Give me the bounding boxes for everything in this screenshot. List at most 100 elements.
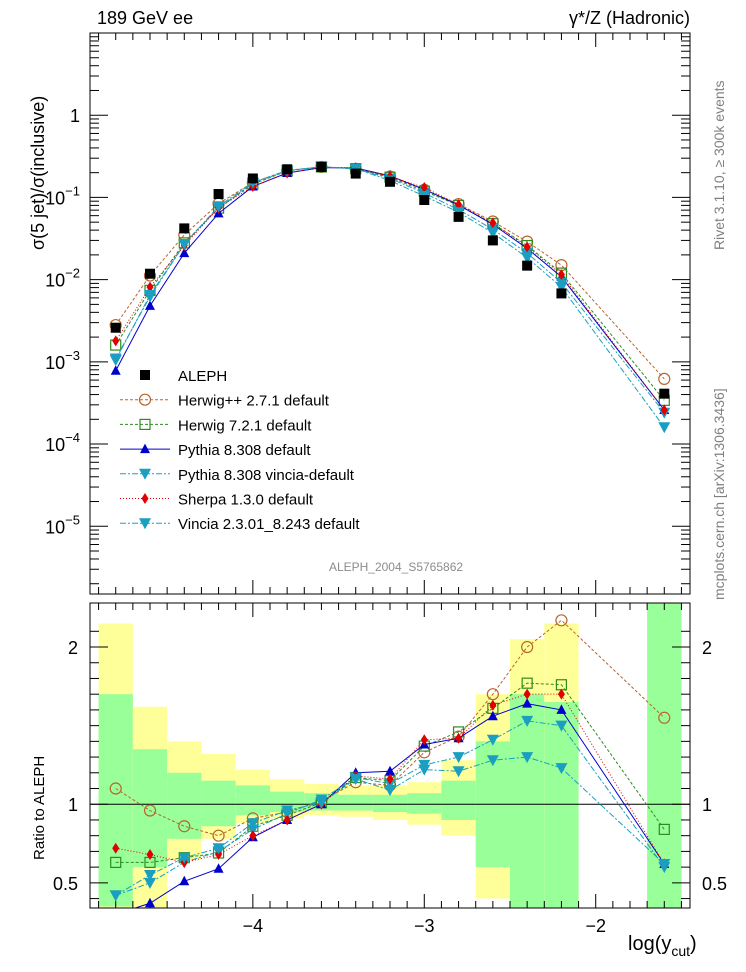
main-point-ALEPH [659, 388, 670, 399]
main-panel-border [89, 32, 691, 595]
legend-item-herwigpp: Herwig++ 2.7.1 default [120, 393, 330, 410]
ratio-point-vincia [144, 869, 156, 881]
main-line-vincia [115, 166, 665, 428]
ratio-point-herwigpp [109, 782, 122, 795]
ratio-point-vincia [452, 766, 465, 778]
main-y-tick-label: 10−5 [45, 512, 80, 537]
ratio-point-pythia [385, 765, 395, 776]
ratio-point-sherpa [146, 849, 154, 861]
main-point-ALEPH [487, 235, 498, 246]
band-green-0 [98, 694, 133, 907]
ratio-point-vincia [418, 764, 431, 776]
main-point-herwigpp [555, 259, 568, 272]
main-y-tick-label: 1 [70, 106, 80, 126]
band-green-3 [201, 780, 236, 827]
legend-label-pythia: Pythia 8.308 default [178, 442, 311, 459]
main-point-vincia [521, 252, 534, 264]
main-point-vincia [555, 282, 568, 294]
ratio-point-pythia [487, 710, 498, 721]
main-point-pythia [145, 300, 155, 310]
band-green-2 [167, 772, 202, 839]
ratio-point-vincia [486, 755, 499, 767]
main-point-sherpa [557, 269, 565, 281]
ratio-point-sherpa [249, 830, 257, 842]
ratio-point-pythia_vincia [246, 824, 259, 836]
ratio-point-vincia [521, 752, 534, 764]
ratio-point-vincia [315, 797, 328, 809]
main-point-sherpa [489, 217, 497, 229]
ratio-point-vincia [349, 774, 362, 786]
ratio-point-sherpa [489, 699, 497, 711]
ratio-point-vincia [178, 852, 191, 864]
main-point-ALEPH [213, 189, 224, 200]
ratio-series-sherpa [112, 688, 668, 870]
ratio-y-axis-title: Ratio to ALEPH [31, 756, 48, 860]
ratio-y-tick-label-right: 1 [702, 795, 712, 815]
main-point-ALEPH [247, 173, 258, 184]
legend-label-pythia_vincia: Pythia 8.308 vincia-default [178, 467, 355, 484]
main-series-ALEPH [110, 161, 670, 399]
legend-item-ALEPH: ALEPH [140, 368, 227, 385]
ratio-point-vincia [246, 818, 259, 830]
ratio-point-sherpa [523, 688, 531, 700]
ratio-point-herwig7 [110, 856, 122, 869]
main-point-ALEPH [110, 322, 121, 333]
ratio-point-sherpa [215, 849, 223, 861]
main-panel-frame: 1 10−1 10−2 10−3 10−4 10−5 [45, 32, 691, 595]
main-point-vincia [109, 355, 122, 367]
legend-marker-pythia_vincia [139, 468, 151, 480]
ratio-y-tick-label-right: 0.5 [702, 874, 727, 894]
ratio-y-tick-label: 1 [68, 795, 78, 815]
ratio-point-pythia_vincia [521, 715, 534, 727]
ratio-point-herwigpp [521, 640, 534, 654]
ratio-point-herwigpp [143, 804, 157, 817]
ratio-point-pythia_vincia [452, 752, 465, 764]
legend-marker-ALEPH [140, 370, 150, 380]
main-point-ALEPH [350, 168, 361, 179]
legend-item-herwig7: Herwig 7.2.1 default [120, 417, 312, 434]
ratio-point-vincia [658, 858, 671, 870]
ratio-point-pythia [145, 897, 155, 908]
main-point-sherpa [455, 199, 463, 211]
ratio-point-sherpa [386, 773, 394, 785]
ratio-panel-series [109, 614, 671, 908]
main-point-ALEPH [522, 260, 533, 271]
rivet-version-label: Rivet 3.1.10, ≥ 300k events [711, 80, 727, 250]
legend-label-sherpa: Sherpa 1.3.0 default [178, 492, 314, 509]
main-y-tick-label: 10−3 [45, 348, 80, 373]
band-green-7 [338, 794, 373, 811]
band-green-4 [235, 785, 270, 816]
ratio-point-sherpa [283, 814, 291, 826]
ratio-point-pythia_vincia [486, 734, 499, 746]
ratio-point-herwig7 [521, 677, 533, 689]
main-point-sherpa [146, 281, 154, 293]
legend-label-herwig7: Herwig 7.2.1 default [178, 417, 312, 434]
band-green-12 [510, 694, 545, 908]
main-point-ALEPH [179, 223, 190, 234]
ratio-point-sherpa [420, 734, 428, 746]
band-green-5 [270, 791, 305, 813]
x-tick-label: −4 [243, 916, 264, 936]
legend-item-sherpa: Sherpa 1.3.0 default [120, 492, 314, 509]
main-point-herwigpp [658, 372, 671, 386]
ratio-point-vincia [109, 890, 122, 902]
ratio-point-herwigpp [555, 614, 568, 627]
band-green-9 [407, 793, 442, 814]
band-green-1 [132, 749, 168, 868]
ratio-uncertainty-bands [98, 603, 682, 908]
main-line-herwigpp [115, 166, 665, 380]
ratio-point-pythia [179, 875, 190, 886]
legend-item-pythia_vincia: Pythia 8.308 vincia-default [120, 467, 355, 484]
legend-label-vincia: Vincia 2.3.01_8.243 default [178, 516, 360, 533]
ratio-point-pythia_vincia [555, 720, 568, 732]
ratio-point-vincia [555, 763, 568, 775]
main-point-ALEPH [385, 176, 395, 187]
ratio-point-pythia [556, 704, 567, 714]
ratio-y-tick-label-right: 2 [702, 638, 712, 658]
legend-marker-herwig7 [139, 418, 151, 430]
x-axis-title-subscript: cut [671, 943, 690, 959]
ratio-panel-frame: −4 −3 −2 0.5 0.5 1 1 2 2 [53, 602, 727, 936]
ratio-y-tick-label: 0.5 [53, 874, 78, 894]
ratio-point-pythia [522, 698, 533, 708]
main-point-ALEPH [556, 288, 567, 299]
